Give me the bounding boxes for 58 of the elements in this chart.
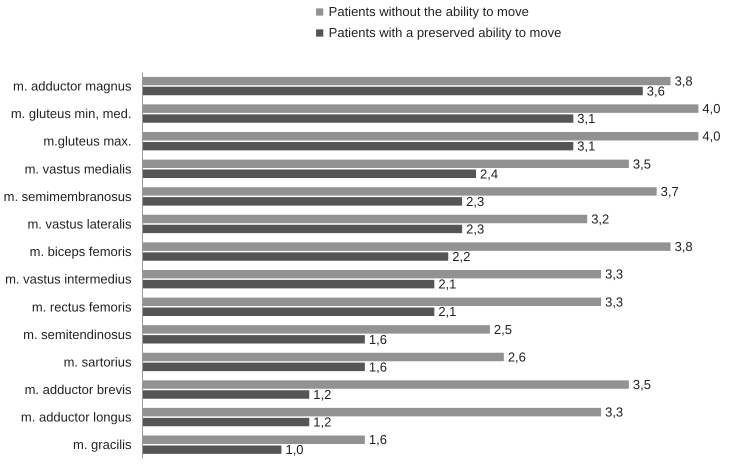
data-label: 2,3 — [466, 194, 484, 209]
data-label: 1,6 — [368, 359, 387, 374]
y-tick-label: m. adductor magnus — [12, 78, 132, 94]
data-label: 4,0 — [702, 128, 720, 144]
data-label: 1,2 — [313, 386, 332, 402]
bar — [142, 224, 462, 234]
bar — [142, 418, 310, 426]
y-tick-label: m. vastus lateralis — [27, 216, 132, 232]
bar — [142, 362, 365, 372]
data-label: 3,3 — [605, 294, 624, 310]
y-tick-label: m. vastus intermedius — [5, 272, 132, 287]
data-label: 3,1 — [577, 138, 596, 154]
y-tick-label: m. semitendinosus — [23, 326, 132, 342]
bar — [142, 197, 462, 206]
data-label: 1,6 — [368, 332, 387, 347]
y-tick-label: m. adductor brevis — [24, 382, 132, 398]
data-label: 3,5 — [632, 377, 651, 392]
y-tick-label: m. vastus medialis — [24, 161, 132, 176]
data-label: 2,4 — [480, 166, 498, 182]
bar — [142, 86, 643, 96]
data-label: 3,7 — [660, 184, 679, 199]
data-label: 3,3 — [605, 266, 624, 282]
bar — [142, 308, 434, 316]
data-label: 3,2 — [591, 212, 610, 227]
y-tick-label: m. biceps femoris — [30, 244, 132, 260]
legend-label: Patients with a preserved ability to move — [328, 25, 562, 40]
y-tick-label: m. gluteus min, med. — [10, 106, 132, 122]
bar — [142, 280, 434, 288]
data-label: 1,6 — [368, 432, 387, 448]
bar — [142, 445, 282, 454]
data-label: 1,2 — [313, 414, 332, 430]
data-label: 3,5 — [632, 156, 651, 172]
data-label: 2,1 — [438, 304, 456, 320]
bar — [142, 335, 365, 344]
data-label: 2,5 — [494, 322, 512, 337]
y-tick-label: m. rectus femoris — [32, 299, 132, 314]
data-label: 3,1 — [577, 111, 596, 126]
y-tick-label: m. semimembranosus — [4, 188, 132, 204]
data-label: 3,8 — [674, 239, 693, 254]
data-label: 3,3 — [605, 404, 624, 420]
data-label: 2,1 — [438, 276, 456, 292]
data-label: 3,8 — [674, 74, 693, 89]
legend-label: Patients without the ability to move — [328, 4, 529, 19]
y-tick-label: m.gluteus max. — [43, 134, 132, 149]
y-tick-label: m. gracilis — [72, 437, 132, 452]
y-tick-label: m. sartorius — [64, 354, 132, 370]
bar — [142, 142, 574, 150]
data-label: 2,3 — [466, 221, 484, 236]
data-label: 3,6 — [646, 83, 665, 98]
bar — [142, 114, 574, 123]
data-label: 1,0 — [285, 442, 304, 458]
bar — [142, 252, 448, 261]
bar — [142, 390, 310, 399]
y-tick-label: m. adductor longus — [20, 410, 132, 425]
bar — [142, 170, 476, 178]
data-label: 2,2 — [452, 249, 470, 264]
data-label: 2,6 — [508, 349, 526, 364]
data-label: 4,0 — [702, 101, 720, 116]
